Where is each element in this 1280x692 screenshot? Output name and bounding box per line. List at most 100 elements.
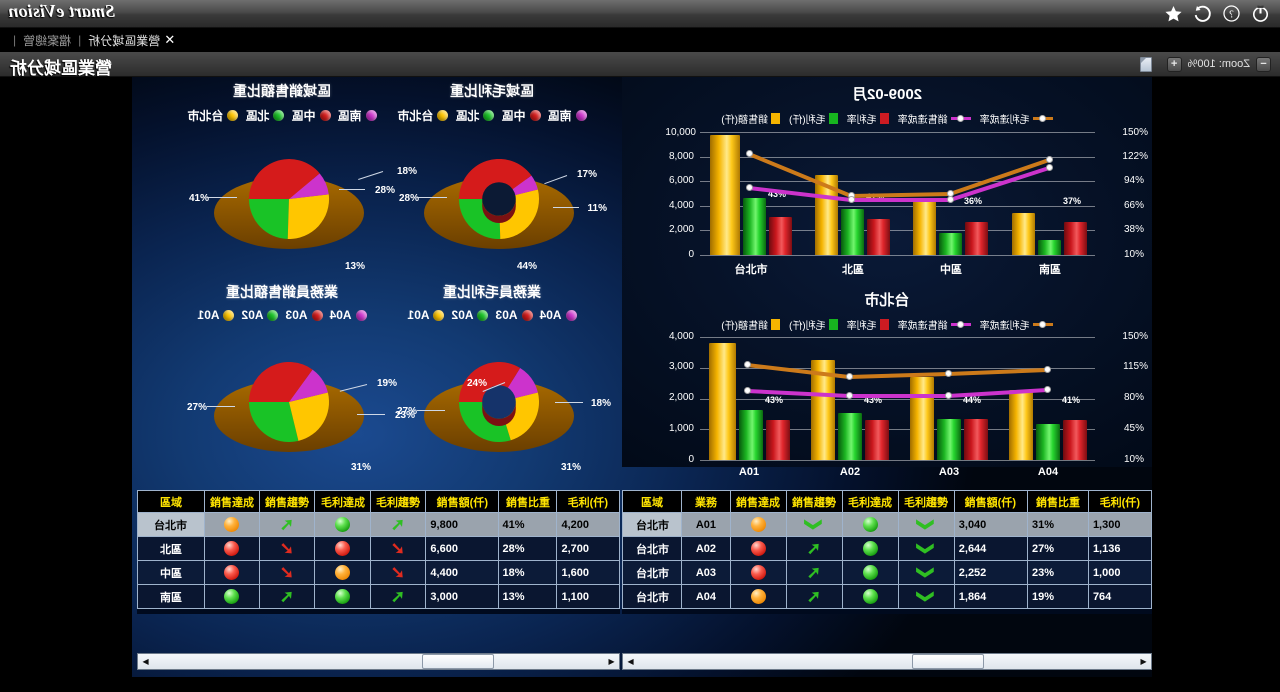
- cell-sales-status: [204, 584, 260, 609]
- menu-item-area-analysis[interactable]: 營業區域分析: [88, 33, 161, 48]
- x-axis-label: 中區: [940, 264, 962, 276]
- table-row[interactable]: 1,300 31% 3,040 ❯ ❯ A01 台北市: [622, 512, 1152, 537]
- col-profit: 毛利(仟): [556, 490, 620, 513]
- scrollbar-region-table[interactable]: ◀ ▶: [137, 653, 620, 670]
- scroll-right-arrow-icon[interactable]: ▶: [627, 657, 634, 666]
- cell-sales-status: [204, 536, 260, 561]
- status-ball-green: [862, 589, 878, 604]
- cell-region: 台北市: [137, 512, 205, 537]
- application-titlebar: ? Smart eVision: [0, 0, 1280, 28]
- cell-sales-amount: 9,800: [425, 512, 499, 537]
- legend-item-margin: 毛利率: [847, 317, 889, 332]
- cell-sales-amount: 3,000: [425, 584, 499, 609]
- legend-dot: [483, 110, 495, 121]
- scroll-left-arrow-icon[interactable]: ◀: [1140, 657, 1147, 666]
- table-salesperson[interactable]: 毛利(仟) 銷售比重 銷售額(仟) 毛利趨勢 毛利達成 銷售趨勢 銷售達成 業務…: [622, 490, 1152, 614]
- star-icon[interactable]: [1164, 4, 1183, 23]
- cell-profit-status: [842, 584, 899, 609]
- close-tab-button[interactable]: ✕: [164, 32, 176, 47]
- legend-dot: [477, 309, 489, 321]
- chart-salesperson-profit-pie[interactable]: 業務員毛利比重 A04 A03 A02 A01: [347, 282, 637, 487]
- x-axis-label: A04: [1037, 466, 1059, 478]
- scroll-track[interactable]: [638, 654, 1136, 669]
- zoom-in-button[interactable]: +: [1166, 56, 1182, 72]
- y-axis-tick: 150%: [1122, 331, 1148, 342]
- legend-item-a02: A02: [451, 308, 489, 322]
- cell-sales-status: [730, 536, 787, 561]
- table-row[interactable]: 1,000 23% 2,252 ❯ ➚ A03 台北市: [622, 560, 1152, 585]
- legend-line-swatch: [1032, 320, 1053, 328]
- document-title: 營業區域分析: [10, 59, 112, 79]
- pie-slice-label: 17%: [576, 169, 597, 180]
- cell-profit: 1,136: [1088, 536, 1152, 561]
- table-header-row: 毛利(仟) 銷售比重 銷售額(仟) 毛利趨勢 毛利達成 銷售趨勢 銷售達成 業務…: [622, 490, 1152, 513]
- legend-label: 毛利達成率: [979, 115, 1030, 126]
- legend-label: 中區: [291, 109, 316, 123]
- legend-dot: [319, 110, 331, 121]
- chart-region-profit-pie-legend: 南區 中區 北區 台北市: [347, 107, 637, 124]
- status-ball-green: [862, 541, 878, 556]
- cell-profit: 2,700: [556, 536, 620, 561]
- y2-axis-tick: 2,000: [668, 224, 694, 235]
- cell-rep: A03: [681, 560, 731, 585]
- cell-sales-amount: 2,252: [954, 560, 1028, 585]
- help-icon[interactable]: ?: [1222, 4, 1241, 23]
- menu-item-file-manager[interactable]: 檔案總管: [23, 33, 72, 48]
- chart-salesperson-sales-pie[interactable]: 業務員銷售額比重 A04 A03 A02 A01: [137, 282, 427, 487]
- power-icon[interactable]: [1251, 4, 1270, 23]
- cell-sales-amount: 3,040: [954, 512, 1028, 537]
- y-axis-tick: 80%: [1123, 392, 1144, 403]
- chart-region-sales-pie[interactable]: 區域銷售額比重 南區 中區 北區 台北市: [137, 81, 427, 281]
- canvas-bottom-filler: [0, 677, 1280, 692]
- table-row[interactable]: 4,200 41% 9,800 ➚ ➚ 台北市: [137, 512, 620, 537]
- table-row[interactable]: 764 19% 1,864 ❯ ➚ A04 台北市: [622, 584, 1152, 609]
- legend-swatch: [879, 319, 889, 330]
- y-axis-tick: 150%: [1122, 127, 1148, 138]
- scroll-left-arrow-icon[interactable]: ◀: [608, 657, 615, 666]
- chart-salesperson-bar-lines: [746, 363, 1048, 398]
- table-row[interactable]: 2,700 28% 6,600 ➘ ➘ 北區: [137, 536, 620, 561]
- scroll-right-arrow-icon[interactable]: ▶: [142, 657, 149, 666]
- cell-sales-share: 28%: [498, 536, 557, 561]
- cell-rep: A01: [681, 512, 731, 537]
- table-row[interactable]: 1,600 18% 4,400 ➘ ➘ 中區: [137, 560, 620, 585]
- legend-label: 毛利率: [846, 115, 877, 126]
- legend-label: A01: [407, 308, 430, 322]
- scrollbar-salesperson-table[interactable]: ◀ ▶: [622, 653, 1152, 670]
- legend-dot: [311, 309, 323, 321]
- table-row[interactable]: 1,100 13% 3,000 ➚ ➚ 南區: [137, 584, 620, 609]
- chart-salesperson-bar[interactable]: 台北市 毛利達成率 銷售達成率 毛利率: [622, 285, 1152, 485]
- cell-profit-trend: ❯: [898, 584, 955, 609]
- scroll-track[interactable]: [153, 654, 604, 669]
- scroll-thumb[interactable]: [422, 654, 494, 669]
- cell-profit-status: [842, 536, 899, 561]
- legend-line-swatch: [950, 320, 971, 328]
- chart-region-profit-pie[interactable]: 區域毛利比重 南區 中區 北區 台北市: [347, 81, 637, 281]
- x-axis-label: 南區: [1039, 264, 1061, 276]
- status-ball-green: [862, 565, 878, 580]
- legend-swatch: [828, 113, 838, 124]
- scroll-thumb[interactable]: [912, 654, 984, 669]
- legend-item-a01: A01: [197, 308, 235, 322]
- zoom-out-button[interactable]: −: [1256, 56, 1271, 72]
- pie-slice-label: 41%: [188, 193, 209, 204]
- table-row[interactable]: 1,136 27% 2,644 ❯ ➚ A02 台北市: [622, 536, 1152, 561]
- status-ball-green: [862, 517, 878, 532]
- legend-item-a03: A03: [286, 308, 323, 322]
- col-sales-amount: 銷售額(仟): [954, 490, 1028, 513]
- chart-region-profit-pie-title: 區域毛利比重: [450, 83, 534, 99]
- refresh-icon[interactable]: [1193, 4, 1212, 23]
- page-icon[interactable]: [1139, 56, 1152, 72]
- legend-item-profit: 毛利(仟): [789, 111, 838, 126]
- cell-sales-share: 19%: [1027, 584, 1089, 609]
- cell-sales-trend: ➚: [259, 584, 315, 609]
- application-title: Smart eVision: [8, 1, 116, 21]
- cell-sales-share: 18%: [498, 560, 557, 585]
- chart-region-bar[interactable]: 2009-02月 毛利達成率 銷售達成率 毛利率: [622, 77, 1152, 285]
- y-axis-tick: 10%: [1123, 249, 1144, 260]
- cell-region: 南區: [137, 584, 205, 609]
- table-region[interactable]: 毛利(仟) 銷售比重 銷售額(仟) 毛利趨勢 毛利達成 銷售趨勢 銷售達成 區域…: [137, 490, 620, 614]
- legend-label: 銷售達成率: [897, 321, 948, 332]
- cell-sales-amount: 4,400: [425, 560, 499, 585]
- legend-label: A02: [241, 308, 264, 322]
